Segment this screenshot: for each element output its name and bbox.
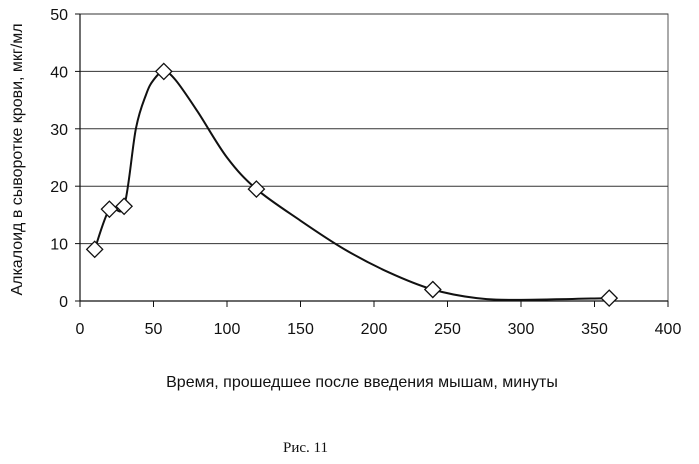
y-tick-label: 20 [50,179,68,196]
series-markers [85,62,619,308]
chart: 0 10 20 30 40 50 0 50 100 150 200 250 300 350 400 Алк… [9,7,682,391]
x-tick-label: 0 [76,321,85,338]
y-axis-label: Алкалоид в сыворотке крови, мкг/мл [9,23,26,295]
x-tick-label: 250 [434,321,461,338]
x-tick-label: 150 [287,321,314,338]
plot-frame [79,13,669,302]
axes [75,13,669,307]
x-axis-label: Время, прошедшее после введения мышам, м… [166,374,558,391]
x-tick-label: 100 [214,321,241,338]
y-tick-labels: 0 10 20 30 40 50 [50,7,68,311]
y-tick-label: 40 [50,64,68,81]
x-tick-label: 50 [145,321,163,338]
gridlines [80,13,668,245]
y-tick-label: 10 [50,237,68,254]
plot-area [79,13,669,302]
x-tick-label: 300 [508,321,535,338]
x-tick-label: 350 [581,321,608,338]
data-point-marker [154,62,173,81]
data-point-marker [423,280,442,299]
data-point-marker [100,200,119,219]
y-tick-label: 0 [59,294,68,311]
y-tick-label: 30 [50,122,68,139]
data-point-marker [115,197,134,216]
data-point-marker [247,180,266,198]
x-tick-labels: 0 50 100 150 200 250 300 350 400 [76,321,682,338]
series-line [93,70,610,301]
y-tick-label: 50 [50,7,68,24]
data-point-marker [85,240,104,259]
x-tick-label: 400 [655,321,682,338]
data-point-marker [600,289,619,308]
figure-caption: Рис. 11 [283,440,328,456]
x-tick-label: 200 [361,321,388,338]
